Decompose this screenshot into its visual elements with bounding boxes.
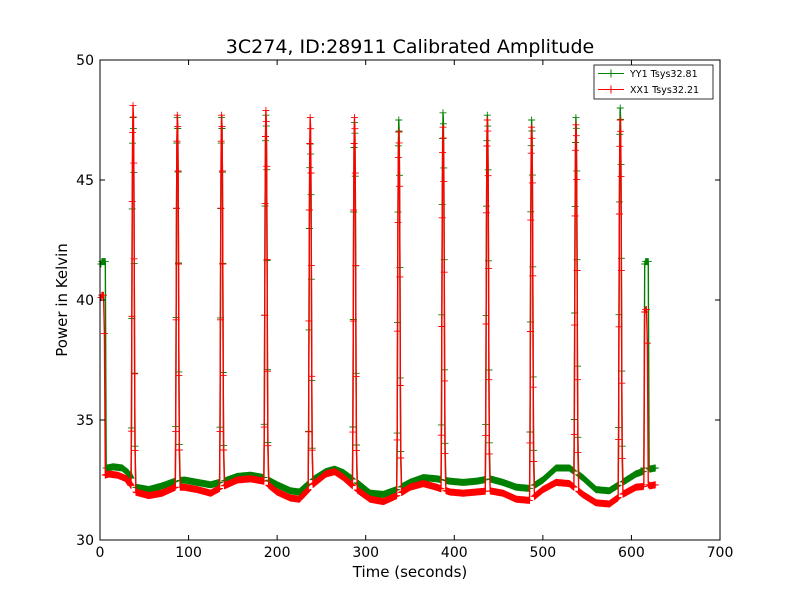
x-axis-label: Time (seconds) <box>352 563 468 581</box>
series-markers-xx1 <box>97 102 659 508</box>
legend-label-xx1: XX1 Tsys32.21 <box>630 85 699 96</box>
y-tick-label: 40 <box>76 293 94 309</box>
series-layer <box>97 102 659 508</box>
x-tick-label: 600 <box>618 545 645 561</box>
x-tick-label: 100 <box>175 545 202 561</box>
y-tick-label: 30 <box>76 533 94 549</box>
legend-marker-yy1 <box>607 69 615 78</box>
legend-marker-xx1 <box>607 85 615 94</box>
x-tick-label: 500 <box>529 545 556 561</box>
series-xx1 <box>97 102 659 508</box>
x-tick-label: 300 <box>352 545 379 561</box>
x-tick-label: 200 <box>264 545 291 561</box>
axis-ticks: 0 100 200 300 400 500 600 700 30 35 40 45 50 <box>76 53 733 561</box>
x-tick-label: 0 <box>96 545 105 561</box>
legend-box <box>593 64 714 100</box>
legend: YY1 Tsys32.81 XX1 Tsys32.21 <box>593 64 714 100</box>
legend-label-yy1: YY1 Tsys32.81 <box>629 69 698 80</box>
y-tick-label: 35 <box>76 413 94 429</box>
x-tick-label: 700 <box>707 545 734 561</box>
y-tick-label: 45 <box>76 173 94 189</box>
y-axis-label: Power in Kelvin <box>53 243 71 357</box>
y-tick-label: 50 <box>76 53 94 69</box>
chart-title: 3C274, ID:28911 Calibrated Amplitude <box>226 36 594 58</box>
x-tick-label: 400 <box>441 545 468 561</box>
plot-area <box>100 60 720 540</box>
